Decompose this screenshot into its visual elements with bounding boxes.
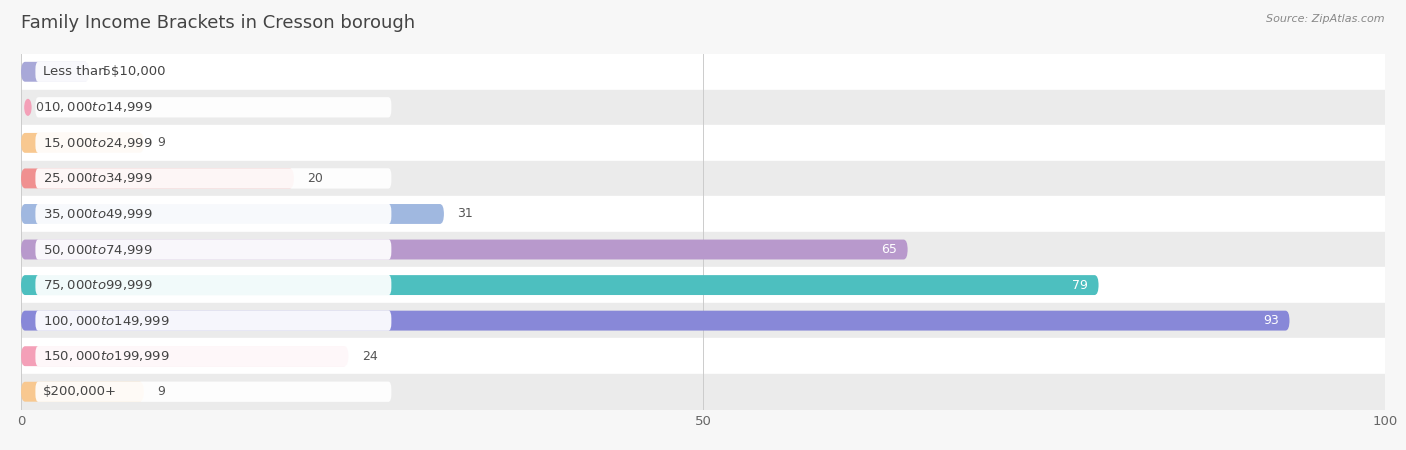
Text: 31: 31: [457, 207, 474, 220]
Text: 24: 24: [363, 350, 378, 363]
Text: 65: 65: [880, 243, 897, 256]
Circle shape: [25, 64, 31, 80]
Bar: [21, 125, 1385, 161]
FancyBboxPatch shape: [35, 97, 391, 117]
Bar: [21, 303, 1385, 338]
Circle shape: [25, 277, 31, 293]
FancyBboxPatch shape: [35, 62, 391, 82]
Bar: [21, 161, 1385, 196]
Circle shape: [25, 348, 31, 364]
FancyBboxPatch shape: [21, 62, 90, 82]
Bar: [21, 54, 1385, 90]
Bar: [21, 196, 1385, 232]
Bar: [21, 267, 1385, 303]
Text: 9: 9: [157, 385, 166, 398]
FancyBboxPatch shape: [21, 275, 1098, 295]
Text: $35,000 to $49,999: $35,000 to $49,999: [44, 207, 153, 221]
FancyBboxPatch shape: [21, 346, 349, 366]
FancyBboxPatch shape: [35, 382, 391, 402]
FancyBboxPatch shape: [21, 239, 908, 260]
FancyBboxPatch shape: [21, 310, 1289, 331]
Text: 20: 20: [308, 172, 323, 185]
Circle shape: [25, 99, 31, 115]
Text: 93: 93: [1263, 314, 1278, 327]
Circle shape: [25, 313, 31, 328]
Text: $100,000 to $149,999: $100,000 to $149,999: [44, 314, 170, 328]
Text: $75,000 to $99,999: $75,000 to $99,999: [44, 278, 153, 292]
FancyBboxPatch shape: [21, 204, 444, 224]
Text: Source: ZipAtlas.com: Source: ZipAtlas.com: [1267, 14, 1385, 23]
FancyBboxPatch shape: [21, 168, 294, 189]
Text: $15,000 to $24,999: $15,000 to $24,999: [44, 136, 153, 150]
Text: $200,000+: $200,000+: [44, 385, 117, 398]
FancyBboxPatch shape: [35, 168, 391, 189]
Circle shape: [25, 206, 31, 222]
FancyBboxPatch shape: [35, 275, 391, 295]
Bar: [21, 338, 1385, 374]
Text: $150,000 to $199,999: $150,000 to $199,999: [44, 349, 170, 363]
FancyBboxPatch shape: [35, 133, 391, 153]
FancyBboxPatch shape: [35, 239, 391, 260]
FancyBboxPatch shape: [21, 133, 143, 153]
Text: $25,000 to $34,999: $25,000 to $34,999: [44, 171, 153, 185]
FancyBboxPatch shape: [21, 382, 143, 402]
Bar: [21, 232, 1385, 267]
Text: $50,000 to $74,999: $50,000 to $74,999: [44, 243, 153, 256]
Circle shape: [25, 171, 31, 186]
Text: $10,000 to $14,999: $10,000 to $14,999: [44, 100, 153, 114]
Text: Family Income Brackets in Cresson borough: Family Income Brackets in Cresson boroug…: [21, 14, 415, 32]
Circle shape: [25, 135, 31, 151]
Text: 0: 0: [35, 101, 42, 114]
Text: 9: 9: [157, 136, 166, 149]
Bar: [21, 90, 1385, 125]
Text: 5: 5: [103, 65, 111, 78]
FancyBboxPatch shape: [35, 310, 391, 331]
FancyBboxPatch shape: [35, 204, 391, 224]
Text: Less than $10,000: Less than $10,000: [44, 65, 166, 78]
Circle shape: [25, 384, 31, 400]
Circle shape: [25, 242, 31, 257]
Bar: [21, 374, 1385, 410]
FancyBboxPatch shape: [35, 346, 391, 366]
Text: 79: 79: [1071, 279, 1088, 292]
